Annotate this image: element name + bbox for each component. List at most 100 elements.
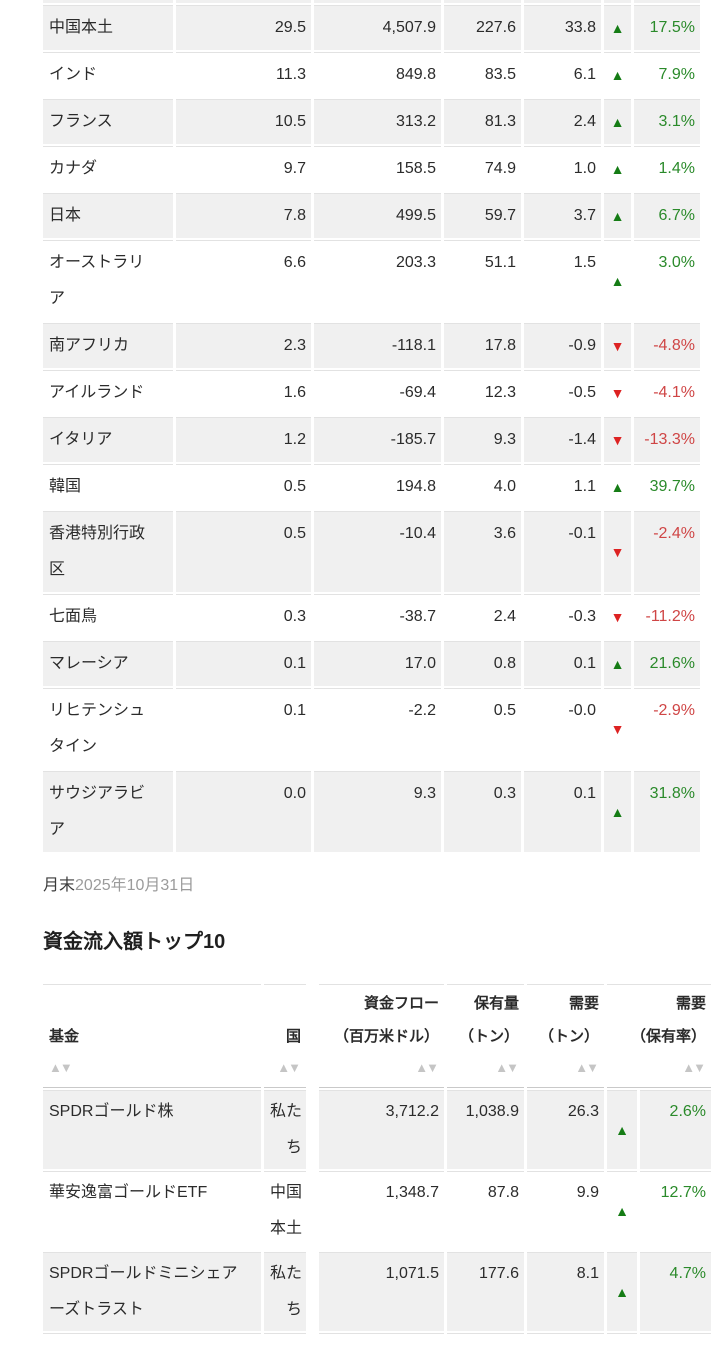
change-cell: ▲ [604,52,631,97]
change-cell: ▲ [607,1252,637,1331]
value-cell: 0.5 [176,464,311,509]
change-cell: ▼ [604,511,631,592]
column-header-fund-flow[interactable]: 資金フロー （百万米ドル） ▲▼ [319,984,444,1088]
value-cell: 4,507.9 [314,5,441,50]
sort-control-demand-holding-rate[interactable]: ▲▼ [612,1055,706,1081]
value-cell: -1.4 [524,417,601,462]
value-cell: 83.5 [444,52,521,97]
sort-desc-icon[interactable]: ▼ [288,1060,301,1075]
value-cell: 26.3 [527,1090,604,1169]
fund-country-cell: 私たち [264,1090,306,1169]
sort-desc-icon[interactable]: ▼ [586,1060,599,1075]
fund-table-body: SPDRゴールド株 私たち 3,712.2 1,038.9 26.3 ▲ 2.6% 華安逸富ゴ… [43,1090,712,1331]
value-cell: 2.3 [176,323,311,368]
value-cell: 51.1 [444,240,521,321]
percent-cell: -4.1% [634,370,700,415]
region-row: アイルランド 1.6 -69.4 12.3 -0.5 ▼ -4.1% [43,370,700,415]
sort-asc-icon[interactable]: ▲ [495,1060,508,1075]
up-arrow-icon: ▲ [610,114,625,130]
value-cell: 0.3 [176,594,311,639]
sort-asc-icon[interactable]: ▲ [277,1060,290,1075]
sort-control-fund[interactable]: ▲▼ [49,1055,256,1081]
value-cell: 1.2 [176,417,311,462]
up-arrow-icon: ▲ [610,804,625,820]
value-cell: 158.5 [314,146,441,191]
sort-control-holdings[interactable]: ▲▼ [452,1055,519,1081]
change-cell: ▲ [604,771,631,852]
value-cell: 3.7 [524,193,601,238]
sort-control-fund-flow[interactable]: ▲▼ [324,1055,439,1081]
region-name-cell: フランス [43,99,173,144]
up-arrow-icon: ▲ [610,273,625,289]
value-cell: 29.5 [176,5,311,50]
column-spacer [309,984,316,1088]
value-cell: -69.4 [314,370,441,415]
change-cell: ▲ [607,1090,637,1169]
region-name-cell: 香港特別行政区 [43,511,173,592]
value-cell: 227.6 [444,5,521,50]
sort-desc-icon[interactable]: ▼ [59,1060,73,1075]
value-cell: 17.0 [314,641,441,686]
region-name-cell: カナダ [43,146,173,191]
column-header-holdings[interactable]: 保有量 （トン） ▲▼ [447,984,524,1088]
value-cell: -38.7 [314,594,441,639]
value-cell: 313.2 [314,99,441,144]
sort-desc-icon[interactable]: ▼ [426,1060,439,1075]
sort-desc-icon[interactable]: ▼ [693,1060,707,1075]
up-arrow-icon: ▲ [615,1203,629,1219]
region-name-cell: 南アフリカ [43,323,173,368]
value-cell: -0.9 [524,323,601,368]
value-cell: 0.5 [444,688,521,769]
percent-cell: -13.3% [634,417,700,462]
up-arrow-icon: ▲ [610,20,625,36]
value-cell: 0.1 [524,771,601,852]
column-header-demand[interactable]: 需要 （トン） ▲▼ [527,984,604,1088]
value-cell: -185.7 [314,417,441,462]
value-cell: 1,038.9 [447,1090,524,1169]
region-name-cell: アイルランド [43,370,173,415]
down-arrow-icon: ▼ [610,544,625,560]
value-cell: -10.4 [314,511,441,592]
value-cell: 9.3 [314,771,441,852]
fund-row: 華安逸富ゴールドETF 中国本土 1,348.7 87.8 9.9 ▲ 12.7% [43,1171,712,1250]
column-header-country[interactable]: 国 ▲▼ [264,984,306,1088]
value-cell: 1.6 [176,370,311,415]
value-cell: 499.5 [314,193,441,238]
change-cell: ▲ [604,193,631,238]
column-header-fund[interactable]: 基金 ▲▼ [43,984,261,1088]
percent-cell: -11.2% [634,594,700,639]
sort-asc-icon[interactable]: ▲ [682,1060,695,1075]
change-cell: ▲ [604,146,631,191]
sort-desc-icon[interactable]: ▼ [506,1060,519,1075]
value-cell: 6.1 [524,52,601,97]
up-arrow-icon: ▲ [610,208,625,224]
cutoff-row [43,1333,712,1370]
percent-cell: 39.7% [634,464,700,509]
sort-asc-icon[interactable]: ▲ [575,1060,588,1075]
fund-country-cell: 中国本土 [264,1171,306,1250]
month-end-footnote: 月末2025年10月31日 [40,874,720,898]
sort-control-demand[interactable]: ▲▼ [532,1055,599,1081]
percent-cell: 3.1% [634,99,700,144]
column-header-demand-holding-rate[interactable]: 需要 （保有率） ▲▼ [607,984,712,1088]
percent-cell: 6.7% [634,193,700,238]
value-cell: -0.0 [524,688,601,769]
change-cell: ▲ [604,464,631,509]
percent-cell: -2.4% [634,511,700,592]
fund-country-cell: 私たち [264,1252,306,1331]
down-arrow-icon: ▼ [610,432,625,448]
region-name-cell: 中国本土 [43,5,173,50]
up-arrow-icon: ▲ [610,161,625,177]
sort-asc-icon[interactable]: ▲ [49,1060,62,1075]
value-cell: 0.8 [444,641,521,686]
value-cell: 1.0 [524,146,601,191]
sort-asc-icon[interactable]: ▲ [415,1060,428,1075]
sort-control-country[interactable]: ▲▼ [269,1055,301,1081]
region-row: イタリア 1.2 -185.7 9.3 -1.4 ▼ -13.3% [43,417,700,462]
down-arrow-icon: ▼ [610,609,625,625]
section-title-top10-inflows: 資金流入額トップ10 [43,931,226,953]
value-cell: 1.1 [524,464,601,509]
region-row: インド 11.3 849.8 83.5 6.1 ▲ 7.9% [43,52,700,97]
change-cell: ▲ [607,1171,637,1250]
value-cell: 9.7 [176,146,311,191]
